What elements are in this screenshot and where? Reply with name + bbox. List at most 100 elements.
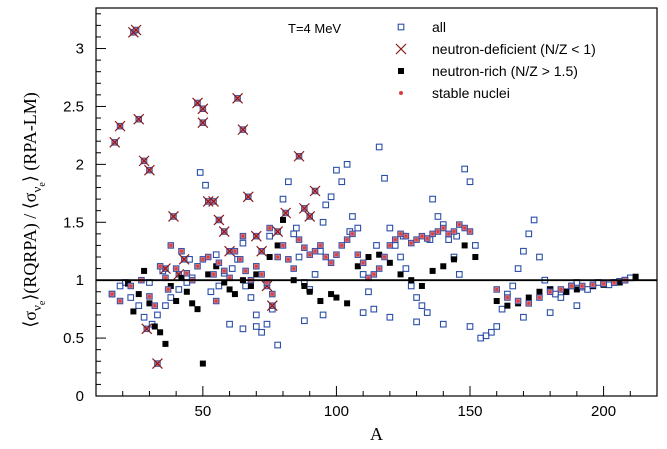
point-neutron-rich xyxy=(205,271,212,278)
point-all xyxy=(407,282,415,290)
point-stable xyxy=(424,235,431,242)
point-all xyxy=(375,143,383,151)
point-stable xyxy=(212,297,220,305)
point-all xyxy=(290,230,298,238)
point-stable xyxy=(445,230,452,238)
point-all xyxy=(212,251,220,259)
point-all xyxy=(247,294,255,301)
legend-entry-all: all xyxy=(432,19,446,35)
point-neutron-rich xyxy=(616,279,623,286)
point-neutron-rich xyxy=(536,288,543,295)
point-stable xyxy=(295,236,303,243)
point-neutron-deficient xyxy=(197,117,209,129)
point-stable xyxy=(327,259,335,267)
point-all xyxy=(239,325,247,333)
legend-entry-neutron-deficient: neutron-deficient (N/Z < 1) xyxy=(432,41,596,57)
point-all xyxy=(386,313,394,321)
point-neutron-rich xyxy=(226,286,233,293)
point-all xyxy=(175,286,183,293)
point-all xyxy=(202,181,209,189)
y-label-sub-nu: ν xyxy=(29,305,44,311)
point-stable xyxy=(274,253,281,261)
point-all xyxy=(327,193,335,201)
point-stable xyxy=(375,265,383,272)
y-label-sub-nu-2: ν xyxy=(29,187,44,193)
temperature-annotation: T=4 MeV xyxy=(288,21,341,36)
point-all xyxy=(215,282,223,290)
point-all xyxy=(498,305,506,313)
point-all xyxy=(186,255,193,263)
point-stable xyxy=(151,302,159,309)
point-neutron-rich xyxy=(344,300,351,307)
point-neutron-rich xyxy=(167,282,174,289)
point-all xyxy=(530,216,538,224)
point-neutron-rich xyxy=(440,263,447,270)
point-all xyxy=(162,302,169,310)
point-neutron-deficient xyxy=(309,185,321,197)
point-neutron-rich xyxy=(194,306,201,313)
plot-frame xyxy=(95,7,658,397)
y-tick-label: 2 xyxy=(76,156,84,173)
legend-entry-neutron-rich: neutron-rich (N/Z > 1.5) xyxy=(432,63,578,79)
point-all xyxy=(154,311,161,319)
point-neutron-deficient xyxy=(109,136,121,148)
point-stable xyxy=(589,281,597,289)
point-all xyxy=(252,311,260,319)
point-all xyxy=(167,294,175,301)
series-neutron-deficient xyxy=(109,24,321,369)
point-stable xyxy=(210,271,217,278)
point-all xyxy=(370,305,378,313)
point-neutron-deficient xyxy=(141,323,153,335)
point-neutron-rich xyxy=(151,323,158,330)
point-all xyxy=(135,302,143,310)
y-label-sub-e: e xyxy=(37,300,48,305)
point-neutron-deficient xyxy=(130,24,142,36)
point-stable xyxy=(418,232,426,240)
point-all xyxy=(439,320,447,328)
point-neutron-rich xyxy=(429,267,436,274)
point-stable xyxy=(269,290,276,298)
point-stable xyxy=(546,288,554,296)
legend-background xyxy=(370,12,640,102)
point-all xyxy=(252,323,260,330)
point-all xyxy=(525,230,533,238)
point-all xyxy=(373,242,380,249)
point-neutron-rich xyxy=(504,302,511,309)
y-axis-label: ⟨σνe⟩(RQRPA) / ⟨σνe⟩ (RPA-LM) xyxy=(20,92,48,327)
point-neutron-rich xyxy=(376,251,383,258)
point-neutron-rich xyxy=(493,298,500,305)
point-stable xyxy=(156,263,164,270)
point-stable xyxy=(237,256,244,263)
legend: all neutron-deficient (N/Z < 1) neutron-ri… xyxy=(370,12,640,102)
point-stable xyxy=(536,294,543,301)
point-neutron-deficient xyxy=(293,150,305,162)
point-all xyxy=(365,288,372,296)
point-stable xyxy=(600,280,607,287)
point-stable xyxy=(239,232,247,240)
point-all xyxy=(279,195,287,203)
point-all xyxy=(354,224,362,232)
point-all xyxy=(295,253,303,261)
point-neutron-rich xyxy=(365,254,372,261)
point-all xyxy=(477,334,485,342)
point-neutron-rich xyxy=(146,300,153,307)
series-stable xyxy=(108,221,629,309)
point-stable xyxy=(359,259,367,267)
point-stable xyxy=(167,242,175,249)
point-all xyxy=(274,341,282,349)
legend-marker-cross xyxy=(395,43,407,55)
point-neutron-rich xyxy=(632,273,639,280)
point-neutron-rich xyxy=(280,216,286,223)
point-neutron-rich xyxy=(130,308,137,315)
point-neutron-rich xyxy=(563,288,570,295)
point-stable xyxy=(504,294,511,301)
point-neutron-deficient xyxy=(261,280,273,292)
point-all xyxy=(520,247,527,255)
point-neutron-rich xyxy=(274,242,281,249)
legend-marker-dot xyxy=(399,91,403,95)
point-stable xyxy=(290,265,297,272)
point-stable xyxy=(194,263,201,270)
point-stable xyxy=(402,232,410,240)
point-all xyxy=(359,309,367,316)
